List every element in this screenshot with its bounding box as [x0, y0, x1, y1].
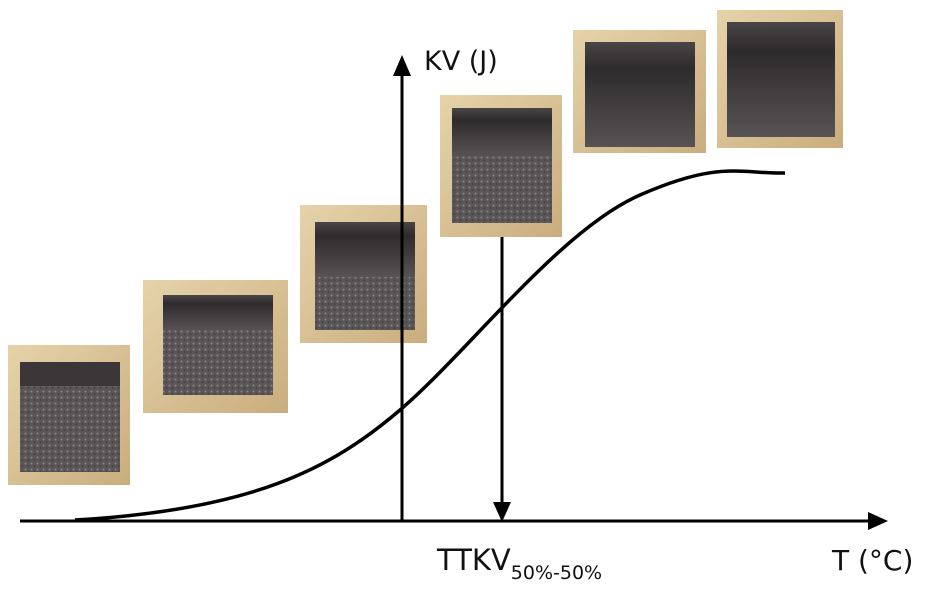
specimen-photo — [300, 205, 427, 343]
transition-curve — [74, 169, 786, 522]
marker-main: TTKV — [436, 543, 511, 577]
marker-subscript: 50%-50% — [511, 562, 602, 584]
axes — [20, 55, 888, 530]
marker-arrow — [493, 502, 511, 522]
specimen-photo — [717, 10, 843, 148]
x-axis-arrow — [868, 512, 888, 530]
specimen-photo — [143, 280, 288, 413]
x-axis-label: T (°C) — [831, 544, 913, 577]
marker-label: TTKV50%-50% — [436, 543, 602, 584]
y-axis-arrow — [393, 55, 411, 76]
specimen-photo — [440, 95, 562, 237]
y-axis-label: KV (J) — [424, 46, 498, 77]
specimen-photos — [8, 10, 843, 485]
specimen-photo — [573, 30, 706, 153]
specimen-photo — [8, 345, 130, 485]
